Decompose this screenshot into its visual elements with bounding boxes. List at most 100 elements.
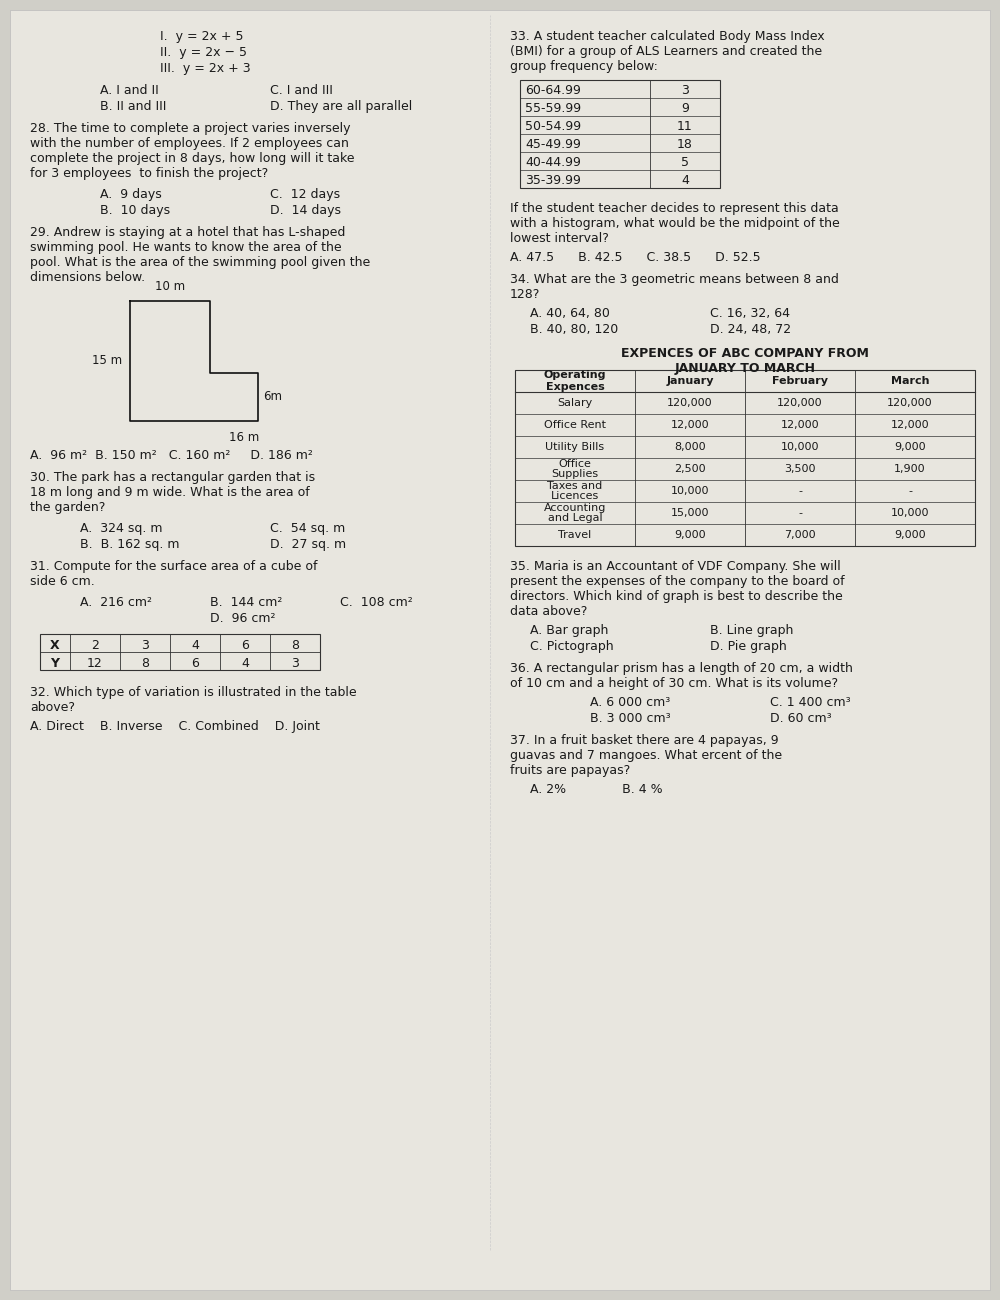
Text: 33. A student teacher calculated Body Mass Index: 33. A student teacher calculated Body Ma… [510,30,825,43]
Text: 32. Which type of variation is illustrated in the table: 32. Which type of variation is illustrat… [30,686,357,699]
Text: D. Pie graph: D. Pie graph [710,640,787,653]
Text: Y: Y [50,656,60,670]
Text: 8,000: 8,000 [674,442,706,452]
Text: directors. Which kind of graph is best to describe the: directors. Which kind of graph is best t… [510,590,843,603]
Text: 8: 8 [141,656,149,670]
Text: C.  12 days: C. 12 days [270,188,340,202]
Text: January: January [666,376,714,386]
Text: 3: 3 [681,84,689,98]
Text: 35. Maria is an Accountant of VDF Company. She will: 35. Maria is an Accountant of VDF Compan… [510,560,841,573]
Text: B. 3 000 cm³: B. 3 000 cm³ [590,712,671,725]
Text: C.  54 sq. m: C. 54 sq. m [270,523,345,536]
Text: A. I and II: A. I and II [100,84,159,98]
Text: Utility Bills: Utility Bills [545,442,605,452]
Text: 18 m long and 9 m wide. What is the area of: 18 m long and 9 m wide. What is the area… [30,486,310,499]
Text: II.  y = 2x − 5: II. y = 2x − 5 [160,46,247,58]
Text: 16 m: 16 m [229,432,259,445]
Text: 12: 12 [87,656,103,670]
Text: A. Bar graph: A. Bar graph [530,624,608,637]
Text: 4: 4 [681,174,689,187]
Text: 120,000: 120,000 [667,398,713,408]
Text: Office: Office [559,459,591,469]
Text: 35-39.99: 35-39.99 [525,174,581,187]
Text: Operating: Operating [544,370,606,381]
Text: 30. The park has a rectangular garden that is: 30. The park has a rectangular garden th… [30,471,315,484]
Text: -: - [798,508,802,517]
Text: 6m: 6m [263,390,282,403]
Text: C. 16, 32, 64: C. 16, 32, 64 [710,307,790,320]
Text: D. 60 cm³: D. 60 cm³ [770,712,832,725]
Text: with the number of employees. If 2 employees can: with the number of employees. If 2 emplo… [30,136,349,150]
Text: 1,900: 1,900 [894,464,926,474]
Text: 10,000: 10,000 [781,442,819,452]
Text: 7,000: 7,000 [784,530,816,540]
Text: group frequency below:: group frequency below: [510,60,658,73]
Text: side 6 cm.: side 6 cm. [30,575,95,588]
Text: A.  216 cm²: A. 216 cm² [80,595,152,608]
Text: X: X [50,640,60,653]
Text: with a histogram, what would be the midpoint of the: with a histogram, what would be the midp… [510,217,840,230]
Text: 37. In a fruit basket there are 4 papayas, 9: 37. In a fruit basket there are 4 papaya… [510,734,779,747]
Text: C.  108 cm²: C. 108 cm² [340,595,413,608]
Bar [520,81,720,188]
Text: 2,500: 2,500 [674,464,706,474]
Text: 50-54.99: 50-54.99 [525,120,581,133]
Text: March: March [891,376,929,386]
Text: 10,000: 10,000 [671,486,709,497]
Text: 12,000: 12,000 [781,420,819,430]
Text: 34. What are the 3 geometric means between 8 and: 34. What are the 3 geometric means betwe… [510,273,839,286]
Text: If the student teacher decides to represent this data: If the student teacher decides to repres… [510,202,839,214]
Text: the garden?: the garden? [30,500,105,514]
Text: fruits are papayas?: fruits are papayas? [510,764,630,777]
Text: B.  144 cm²: B. 144 cm² [210,595,282,608]
Text: lowest interval?: lowest interval? [510,231,609,244]
Text: 9,000: 9,000 [894,530,926,540]
Text: 4: 4 [191,640,199,653]
Text: B. 40, 80, 120: B. 40, 80, 120 [530,322,618,335]
Text: 15,000: 15,000 [671,508,709,517]
Text: 10 m: 10 m [155,280,185,292]
Text: (BMI) for a group of ALS Learners and created the: (BMI) for a group of ALS Learners and cr… [510,46,822,58]
Text: 55-59.99: 55-59.99 [525,101,581,114]
Text: 36. A rectangular prism has a length of 20 cm, a width: 36. A rectangular prism has a length of … [510,662,853,675]
Text: for 3 employees  to finish the project?: for 3 employees to finish the project? [30,166,268,179]
Text: Taxes and: Taxes and [547,481,603,491]
Text: EXPENCES OF ABC COMPANY FROM: EXPENCES OF ABC COMPANY FROM [621,347,869,360]
Text: I.  y = 2x + 5: I. y = 2x + 5 [160,30,244,43]
Text: C. I and III: C. I and III [270,84,333,98]
Text: 12,000: 12,000 [891,420,929,430]
Text: D. 24, 48, 72: D. 24, 48, 72 [710,322,791,335]
Text: above?: above? [30,701,75,714]
Text: Salary: Salary [557,398,593,408]
Text: 120,000: 120,000 [887,398,933,408]
Text: JANUARY TO MARCH: JANUARY TO MARCH [674,361,816,374]
Text: 31. Compute for the surface area of a cube of: 31. Compute for the surface area of a cu… [30,560,318,573]
Text: 3: 3 [141,640,149,653]
Text: Travel: Travel [558,530,592,540]
Text: 9: 9 [681,101,689,114]
Text: A. 40, 64, 80: A. 40, 64, 80 [530,307,610,320]
Bar [40,634,320,670]
Text: 6: 6 [241,640,249,653]
Text: Accounting: Accounting [544,503,606,514]
Text: 120,000: 120,000 [777,398,823,408]
Text: A. 47.5      B. 42.5      C. 38.5      D. 52.5: A. 47.5 B. 42.5 C. 38.5 D. 52.5 [510,251,761,264]
Text: February: February [772,376,828,386]
Text: 8: 8 [291,640,299,653]
Text: B. Line graph: B. Line graph [710,624,793,637]
Text: A.  9 days: A. 9 days [100,188,162,202]
Text: 3,500: 3,500 [784,464,816,474]
Text: 3: 3 [291,656,299,670]
Text: C. Pictograph: C. Pictograph [530,640,614,653]
Text: 60-64.99: 60-64.99 [525,84,581,98]
Text: A. Direct    B. Inverse    C. Combined    D. Joint: A. Direct B. Inverse C. Combined D. Join… [30,720,320,733]
Text: 18: 18 [677,138,693,151]
Text: Expences: Expences [546,381,604,391]
Text: swimming pool. He wants to know the area of the: swimming pool. He wants to know the area… [30,240,342,254]
Bar [515,370,975,546]
Text: 28. The time to complete a project varies inversely: 28. The time to complete a project varie… [30,122,351,135]
Text: B.  B. 162 sq. m: B. B. 162 sq. m [80,538,180,551]
Text: A. 6 000 cm³: A. 6 000 cm³ [590,696,670,708]
Text: A.  324 sq. m: A. 324 sq. m [80,523,162,536]
Text: and Legal: and Legal [548,514,602,523]
